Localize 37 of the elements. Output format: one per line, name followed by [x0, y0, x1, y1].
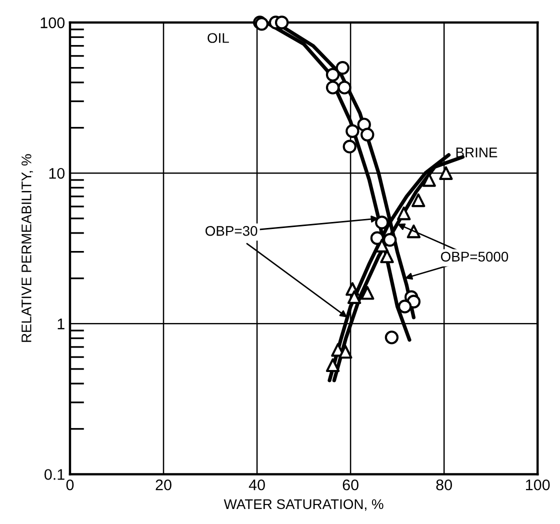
point: [274, 16, 289, 30]
point: [326, 68, 340, 82]
point: [412, 193, 426, 208]
x-tick-label: 40: [248, 479, 265, 490]
x-tick-label: 80: [436, 479, 452, 490]
y-tick-label: 10: [49, 168, 65, 179]
point: [380, 249, 394, 264]
point: [397, 206, 411, 220]
point: [336, 61, 350, 75]
point: [375, 216, 389, 230]
series-label: BRINE: [456, 148, 498, 158]
point: [382, 233, 397, 247]
point: [326, 80, 340, 94]
point: [360, 128, 374, 142]
y-axis-title: RELATIVE PERMEABILITY, %: [22, 154, 33, 342]
x-tick-label: 100: [526, 479, 550, 490]
annotation: OBP=30: [206, 226, 258, 236]
x-tick-label: 0: [66, 479, 74, 490]
annotation: OBP=5000: [440, 252, 508, 262]
y-tick-label: 1: [58, 318, 64, 330]
point: [422, 173, 436, 187]
x-axis-title: WATER SATURATION, %: [224, 499, 384, 511]
point: [398, 300, 412, 314]
point: [347, 290, 362, 304]
point: [338, 80, 352, 94]
point: [346, 124, 360, 138]
point: [439, 166, 453, 180]
point: [384, 330, 399, 344]
x-tick-label: 20: [156, 479, 172, 490]
y-tick-label: 100: [40, 17, 65, 28]
x-tick-label: 60: [342, 479, 358, 490]
point: [326, 358, 340, 372]
series-label: OIL: [208, 33, 229, 43]
y-tick-label: 0.1: [44, 469, 64, 480]
point: [338, 344, 352, 359]
point: [342, 140, 356, 154]
point: [360, 286, 374, 300]
